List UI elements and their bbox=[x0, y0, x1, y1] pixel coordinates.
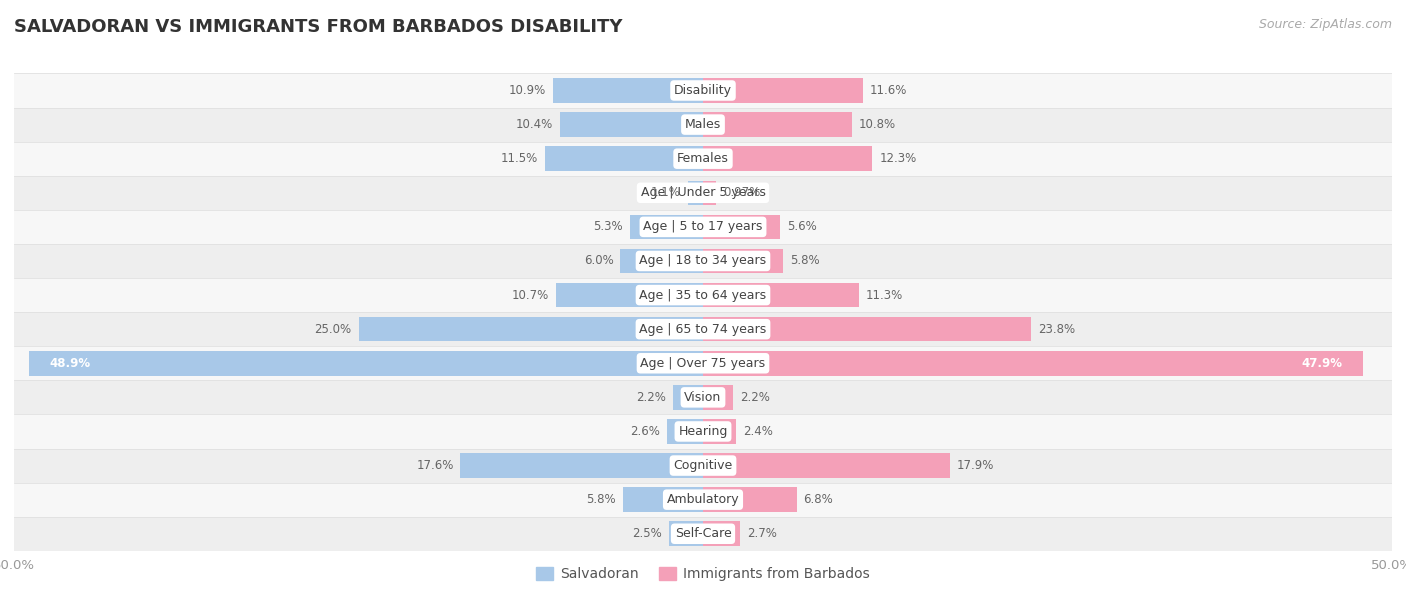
Bar bbox=[14, 483, 1392, 517]
Text: 17.6%: 17.6% bbox=[416, 459, 454, 472]
Bar bbox=[703, 385, 734, 409]
Text: Age | 65 to 74 years: Age | 65 to 74 years bbox=[640, 323, 766, 335]
Bar bbox=[14, 517, 1392, 551]
Bar bbox=[703, 521, 740, 546]
Bar bbox=[703, 317, 1031, 341]
Text: Vision: Vision bbox=[685, 391, 721, 404]
Text: 5.3%: 5.3% bbox=[593, 220, 623, 233]
Text: 2.2%: 2.2% bbox=[636, 391, 666, 404]
Text: 11.6%: 11.6% bbox=[870, 84, 907, 97]
Text: 6.0%: 6.0% bbox=[583, 255, 613, 267]
Text: 2.6%: 2.6% bbox=[630, 425, 661, 438]
Bar bbox=[688, 181, 703, 205]
Bar bbox=[703, 419, 737, 444]
Text: 48.9%: 48.9% bbox=[49, 357, 91, 370]
Bar bbox=[14, 244, 1392, 278]
Text: Age | Over 75 years: Age | Over 75 years bbox=[641, 357, 765, 370]
Text: 5.6%: 5.6% bbox=[787, 220, 817, 233]
Text: Cognitive: Cognitive bbox=[673, 459, 733, 472]
Text: 2.5%: 2.5% bbox=[631, 528, 662, 540]
Text: Age | Under 5 years: Age | Under 5 years bbox=[641, 186, 765, 200]
Text: Source: ZipAtlas.com: Source: ZipAtlas.com bbox=[1258, 18, 1392, 31]
Bar bbox=[14, 73, 1392, 108]
Text: Females: Females bbox=[678, 152, 728, 165]
Text: 10.8%: 10.8% bbox=[859, 118, 896, 131]
Bar bbox=[703, 283, 859, 307]
Text: Age | 5 to 17 years: Age | 5 to 17 years bbox=[644, 220, 762, 233]
Text: Age | 35 to 64 years: Age | 35 to 64 years bbox=[640, 289, 766, 302]
Bar bbox=[14, 380, 1392, 414]
Bar bbox=[14, 312, 1392, 346]
Bar bbox=[623, 487, 703, 512]
Bar bbox=[630, 215, 703, 239]
Text: 5.8%: 5.8% bbox=[790, 255, 820, 267]
Bar bbox=[14, 108, 1392, 141]
Bar bbox=[703, 248, 783, 273]
Text: 5.8%: 5.8% bbox=[586, 493, 616, 506]
Bar bbox=[669, 521, 703, 546]
Text: 10.9%: 10.9% bbox=[509, 84, 546, 97]
Bar bbox=[668, 419, 703, 444]
Text: 11.5%: 11.5% bbox=[501, 152, 537, 165]
Text: 47.9%: 47.9% bbox=[1302, 357, 1343, 370]
Bar bbox=[703, 351, 1362, 376]
Bar bbox=[14, 176, 1392, 210]
Text: Age | 18 to 34 years: Age | 18 to 34 years bbox=[640, 255, 766, 267]
Bar bbox=[14, 346, 1392, 380]
Text: 0.97%: 0.97% bbox=[723, 186, 761, 200]
Text: 6.8%: 6.8% bbox=[804, 493, 834, 506]
Text: 25.0%: 25.0% bbox=[315, 323, 352, 335]
Bar bbox=[703, 453, 949, 478]
Legend: Salvadoran, Immigrants from Barbados: Salvadoran, Immigrants from Barbados bbox=[530, 562, 876, 587]
Text: Ambulatory: Ambulatory bbox=[666, 493, 740, 506]
Bar bbox=[14, 414, 1392, 449]
Bar bbox=[30, 351, 703, 376]
Bar bbox=[553, 78, 703, 103]
Text: 11.3%: 11.3% bbox=[866, 289, 903, 302]
Text: 10.7%: 10.7% bbox=[512, 289, 548, 302]
Text: 2.4%: 2.4% bbox=[742, 425, 773, 438]
Bar bbox=[620, 248, 703, 273]
Text: Disability: Disability bbox=[673, 84, 733, 97]
Bar bbox=[703, 487, 797, 512]
Text: 1.1%: 1.1% bbox=[651, 186, 681, 200]
Bar bbox=[14, 449, 1392, 483]
Text: 17.9%: 17.9% bbox=[956, 459, 994, 472]
Bar bbox=[544, 146, 703, 171]
Text: Males: Males bbox=[685, 118, 721, 131]
Text: 23.8%: 23.8% bbox=[1038, 323, 1076, 335]
Bar bbox=[703, 181, 717, 205]
Bar bbox=[14, 141, 1392, 176]
Text: SALVADORAN VS IMMIGRANTS FROM BARBADOS DISABILITY: SALVADORAN VS IMMIGRANTS FROM BARBADOS D… bbox=[14, 18, 623, 36]
Bar bbox=[703, 78, 863, 103]
Bar bbox=[555, 283, 703, 307]
Bar bbox=[461, 453, 703, 478]
Bar bbox=[672, 385, 703, 409]
Bar bbox=[560, 113, 703, 137]
Bar bbox=[359, 317, 703, 341]
Text: 10.4%: 10.4% bbox=[516, 118, 553, 131]
Text: Hearing: Hearing bbox=[678, 425, 728, 438]
Bar bbox=[14, 210, 1392, 244]
Bar bbox=[703, 113, 852, 137]
Bar bbox=[703, 146, 873, 171]
Bar bbox=[14, 278, 1392, 312]
Bar bbox=[703, 215, 780, 239]
Text: 2.2%: 2.2% bbox=[740, 391, 770, 404]
Text: 12.3%: 12.3% bbox=[879, 152, 917, 165]
Text: Self-Care: Self-Care bbox=[675, 528, 731, 540]
Text: 2.7%: 2.7% bbox=[747, 528, 778, 540]
